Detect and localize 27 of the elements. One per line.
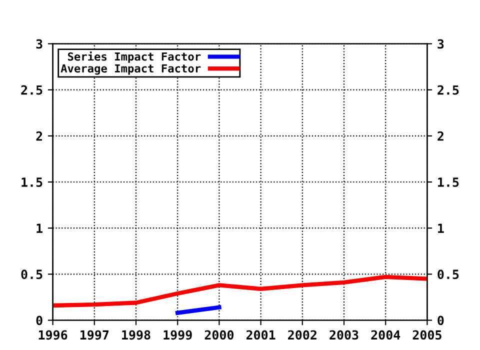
x-tick-label: 1997 bbox=[80, 330, 109, 340]
y-tick-label: 0 bbox=[36, 316, 42, 326]
x-tick-label: 1996 bbox=[38, 330, 68, 340]
x-tick-label: 2004 bbox=[371, 330, 400, 340]
legend-label: Average Impact Factor bbox=[60, 64, 201, 75]
y2-tick-label: 1.5 bbox=[438, 178, 459, 187]
y2-tick-label: 2.5 bbox=[438, 85, 459, 95]
x-tick-label: 1998 bbox=[122, 330, 150, 340]
x-tick-label: 2005 bbox=[412, 330, 442, 340]
x-tick-label: 2000 bbox=[204, 330, 234, 340]
y2-tick-label: 3 bbox=[438, 39, 444, 49]
y-tick-label: 1.5 bbox=[22, 178, 42, 187]
legend-label: Series Impact Factor bbox=[68, 52, 201, 63]
y-tick-label: 0.5 bbox=[21, 270, 42, 280]
y-tick-label: 2.5 bbox=[21, 85, 42, 95]
x-tick-label: 1999 bbox=[164, 330, 192, 340]
y2-tick-label: 0 bbox=[438, 316, 444, 326]
y2-tick-label: 2 bbox=[438, 131, 444, 141]
x-tick-label: 2002 bbox=[288, 330, 316, 340]
y2-tick-label: 0.5 bbox=[438, 270, 459, 280]
y-tick-label: 2 bbox=[36, 131, 42, 141]
y2-tick-label: 1 bbox=[438, 224, 444, 233]
line-series bbox=[52, 274, 428, 308]
y-tick-label: 3 bbox=[36, 39, 42, 49]
y-tick-label: 1 bbox=[36, 224, 42, 233]
x-tick-label: 2001 bbox=[246, 330, 276, 340]
x-tick-label: 2003 bbox=[330, 330, 358, 340]
